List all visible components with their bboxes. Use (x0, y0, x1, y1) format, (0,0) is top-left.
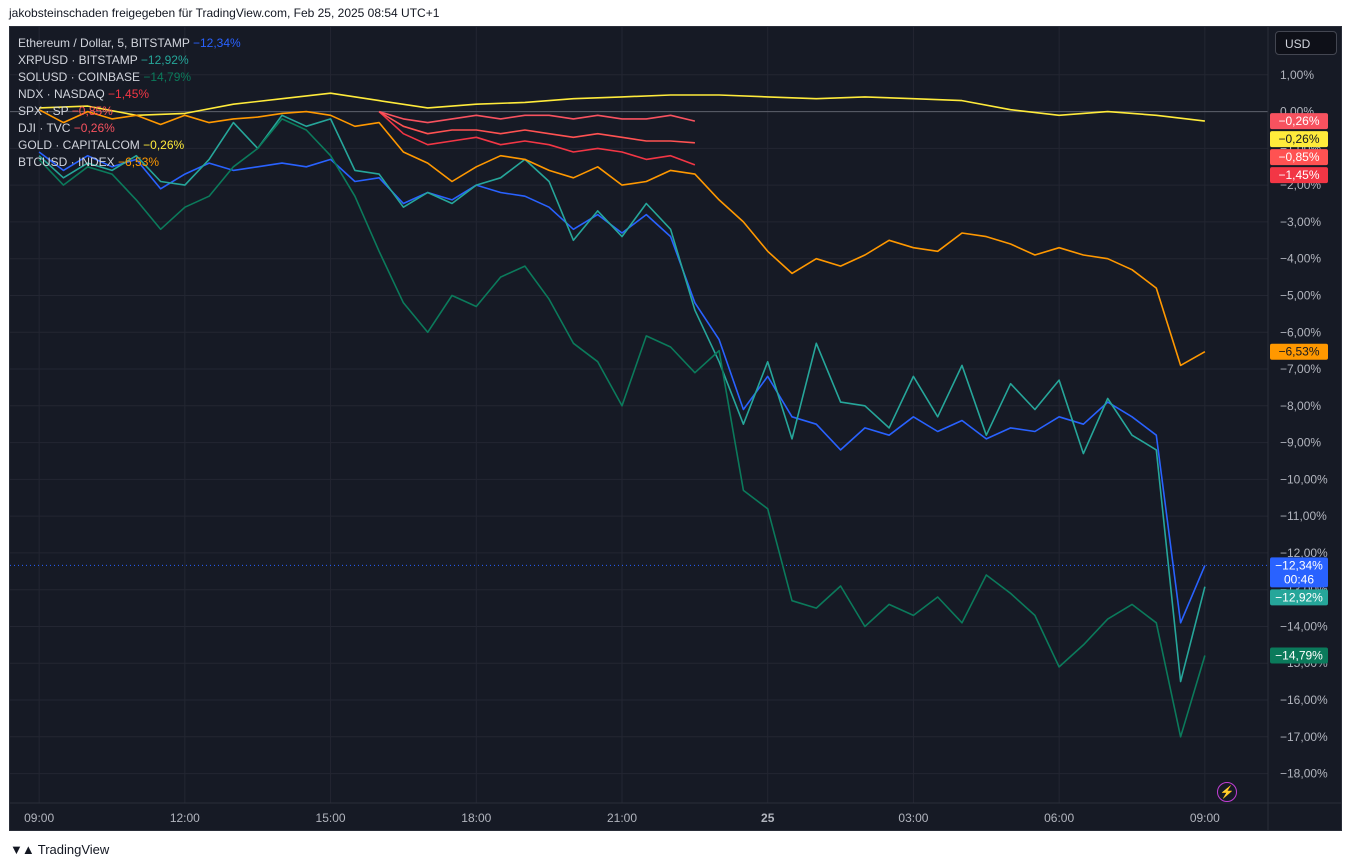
x-tick-label: 15:00 (316, 811, 346, 825)
price-label-text: −12,92% (1275, 590, 1323, 604)
countdown-label: 00:46 (1284, 572, 1314, 586)
legend-symbol: XRPUSD · BITSTAMP (18, 53, 138, 67)
price-label-text: −1,45% (1278, 168, 1319, 182)
legend-entry[interactable]: Ethereum / Dollar, 5, BITSTAMP −12,34% (18, 35, 241, 52)
legend-change: −12,34% (189, 36, 241, 50)
legend-symbol: NDX · NASDAQ (18, 87, 105, 101)
y-tick-label: −16,00% (1280, 693, 1328, 707)
y-tick-label: −9,00% (1280, 436, 1321, 450)
series-legend: Ethereum / Dollar, 5, BITSTAMP −12,34% XR… (18, 35, 241, 171)
x-tick-label: 06:00 (1044, 811, 1074, 825)
legend-change: −0,26% (70, 121, 115, 135)
chart-frame[interactable]: 1,00% 0,00% −1,00% −2,00% −3,00% −4,00% −5,00%… (9, 26, 1342, 831)
y-tick-label: −6,00% (1280, 325, 1321, 339)
series-line (38, 151, 1206, 624)
y-tick-label: −17,00% (1280, 730, 1328, 744)
legend-symbol: BTCUSD · INDEX (18, 155, 115, 169)
series-line (38, 114, 1206, 683)
y-tick-label: −10,00% (1280, 472, 1328, 486)
series-line (38, 118, 1206, 738)
price-label-text: −0,26% (1278, 114, 1319, 128)
x-tick-label: 09:00 (24, 811, 54, 825)
legend-change: −0,85% (68, 104, 113, 118)
chart-canvas[interactable]: 1,00%0,00%−1,00%−2,00%−3,00%−4,00%−5,00%… (10, 27, 1341, 830)
legend-entry[interactable]: BTCUSD · INDEX −6,53% (18, 154, 241, 171)
price-label-box (1270, 149, 1328, 166)
legend-symbol: SOLUSD · COINBASE (18, 70, 141, 84)
legend-entry[interactable]: XRPUSD · BITSTAMP −12,92% (18, 52, 241, 69)
x-tick-label: 12:00 (170, 811, 200, 825)
price-label-text: −12,34% (1275, 558, 1323, 572)
grid (10, 27, 1268, 803)
x-tick-label: 18:00 (461, 811, 491, 825)
y-tick-label: −7,00% (1280, 362, 1321, 376)
x-tick-label: 21:00 (607, 811, 637, 825)
price-label-text: −0,85% (1278, 150, 1319, 164)
price-label-box (1270, 589, 1328, 606)
price-label-text: −14,79% (1275, 649, 1323, 663)
legend-entry[interactable]: NDX · NASDAQ −1,45% (18, 86, 241, 103)
legend-change: −12,92% (137, 53, 189, 67)
lightning-icon[interactable]: ⚡ (1217, 782, 1237, 802)
y-tick-label: −5,00% (1280, 288, 1321, 302)
legend-entry[interactable]: SPX · SP −0,85% (18, 103, 241, 120)
y-tick-label: −11,00% (1280, 509, 1327, 523)
legend-symbol: Ethereum / Dollar, 5, BITSTAMP (18, 36, 190, 50)
series-line (39, 92, 1205, 122)
share-caption: jakobsteinschaden freigegeben für Tradin… (9, 6, 440, 20)
price-label-box (1270, 131, 1328, 148)
x-tick-label: 09:00 (1190, 811, 1220, 825)
y-tick-label: −3,00% (1280, 215, 1321, 229)
footer-brand: TradingView (37, 842, 110, 857)
x-tick-label: 03:00 (898, 811, 928, 825)
series-line (38, 108, 1206, 367)
currency-button[interactable]: USD (1275, 31, 1337, 55)
price-label-box (1270, 647, 1328, 664)
legend-symbol: DJI · TVC (18, 121, 71, 135)
legend-entry[interactable]: SOLUSD · COINBASE −14,79% (18, 69, 241, 86)
price-label-box (1270, 343, 1328, 360)
series-line (378, 110, 695, 144)
legend-entry[interactable]: GOLD · CAPITALCOM −0,26% (18, 137, 241, 154)
legend-change: −14,79% (140, 70, 192, 84)
legend-change: −0,26% (139, 138, 185, 152)
price-label-text: −0,26% (1278, 132, 1319, 146)
y-tick-label: −4,00% (1280, 252, 1321, 266)
series-line (378, 110, 696, 124)
y-tick-label: −18,00% (1280, 767, 1328, 781)
series-lines (38, 92, 1206, 738)
price-label-box (1270, 557, 1328, 588)
y-tick-label: 1,00% (1280, 68, 1314, 82)
legend-symbol: GOLD · CAPITALCOM (18, 138, 140, 152)
legend-change: −1,45% (104, 87, 150, 101)
price-label-box (1270, 167, 1328, 184)
price-label-text: −6,53% (1278, 345, 1319, 359)
x-tick-label: 25 (761, 811, 775, 825)
price-labels: −0,26% −0,26% −0,85% −1,45% −6,53% −12,34%00:… (1270, 113, 1328, 664)
y-tick-label: −12,00% (1280, 546, 1328, 560)
footer: ▼▲ TradingView (10, 842, 109, 857)
price-label-box (1270, 113, 1328, 130)
legend-symbol: SPX · SP (18, 104, 69, 118)
y-tick-label: −14,00% (1280, 619, 1328, 633)
legend-change: −6,53% (114, 155, 160, 169)
tradingview-logo-icon: ▼▲ (10, 842, 35, 857)
legend-entry[interactable]: DJI · TVC −0,26% (18, 120, 241, 137)
series-line (378, 111, 696, 166)
y-tick-label: −8,00% (1280, 399, 1321, 413)
